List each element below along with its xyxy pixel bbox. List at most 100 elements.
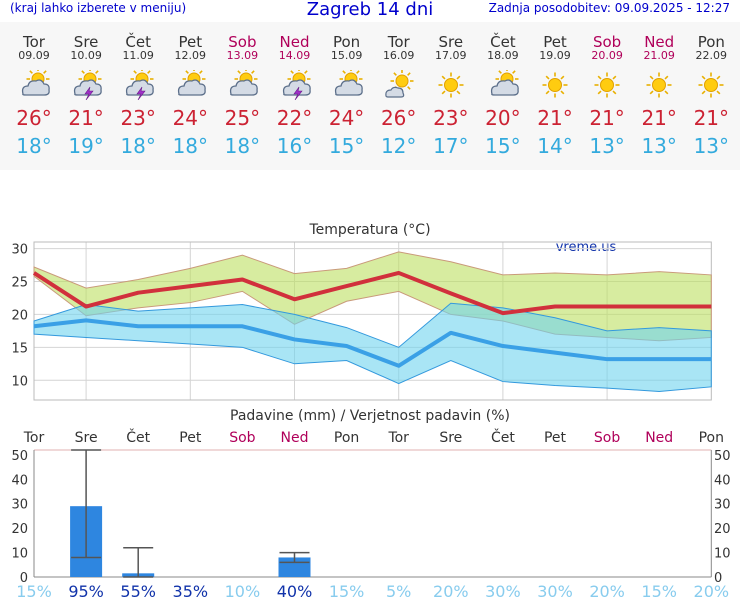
thunderstorm-icon: [112, 70, 164, 100]
forecast-day: Pet 19.09 21° 14°: [529, 22, 581, 158]
min-temp: 13°: [693, 134, 730, 158]
x-day-label: Sob: [229, 430, 255, 446]
page-title: Zagreb 14 dni: [306, 0, 434, 20]
sun-icon: [425, 70, 477, 100]
partly-cloudy-icon: [8, 70, 60, 100]
y-tick-label-left: 50: [11, 449, 28, 464]
precipitation-probability-label: 30%: [537, 582, 573, 600]
day-name: Pon: [697, 33, 725, 51]
day-name: Sre: [438, 33, 464, 51]
partly-cloudy-icon: [164, 70, 216, 100]
partly-cloudy-icon: [321, 70, 373, 100]
day-name: Pon: [332, 33, 361, 51]
day-date: 09.09: [18, 49, 50, 62]
forecast-day: Pon 15.09 24° 15°: [321, 22, 373, 158]
forecast-day: Ned 21.09 21° 13°: [633, 22, 685, 158]
y-tick-label: 10: [11, 374, 28, 389]
day-name: Sob: [228, 33, 257, 51]
min-temp: 13°: [641, 134, 677, 158]
day-name: Pet: [543, 33, 567, 51]
day-name: Sre: [73, 33, 99, 51]
day-date: 16.09: [382, 49, 415, 62]
day-name: Čet: [125, 33, 151, 51]
y-tick-label: 15: [11, 341, 28, 356]
sun-icon: [529, 70, 581, 100]
forecast-day: Sre 17.09 23° 17°: [425, 22, 477, 158]
x-day-label: Pon: [699, 430, 724, 446]
min-temp: 18°: [120, 134, 156, 158]
x-day-label: Sob: [594, 430, 620, 446]
precipitation-probability-label: 20%: [433, 582, 469, 600]
forecast-day: Ned 14.09 22° 16°: [269, 22, 321, 158]
mostly-sunny-icon: [373, 70, 425, 100]
thunderstorm-icon: [60, 70, 112, 100]
max-temp: 26°: [380, 106, 417, 130]
day-date: 13.09: [226, 49, 259, 62]
day-date: 12.09: [174, 49, 207, 62]
day-date: 20.09: [591, 49, 623, 62]
min-temp-line: [33, 318, 712, 368]
precipitation-probability-label: 30%: [485, 582, 521, 600]
forecast-day: Čet 18.09 20° 15°: [477, 22, 529, 158]
precipitation-probability-label: 15%: [16, 582, 52, 600]
max-temp: 23°: [120, 106, 156, 130]
day-date: 18.09: [487, 49, 519, 62]
max-temp: 23°: [433, 106, 469, 130]
max-temp-line: [32, 270, 712, 316]
day-date: 14.09: [278, 49, 311, 62]
partly-cloudy-icon: [477, 70, 529, 100]
precipitation-probability-label: 15%: [329, 582, 365, 600]
sun-icon: [581, 70, 633, 100]
day-name: Pet: [178, 33, 203, 51]
day-name: Ned: [644, 33, 675, 51]
region-hint-link[interactable]: (kraj lahko izberete v meniju): [10, 1, 187, 15]
precipitation-probability-label: 15%: [641, 582, 677, 600]
max-temp: 24°: [172, 106, 209, 130]
max-temp: 22°: [276, 106, 313, 130]
sun-icon: [633, 70, 685, 100]
max-temp: 21°: [68, 106, 104, 130]
day-date: 10.09: [70, 49, 102, 62]
y-tick-label-left: 40: [11, 473, 28, 488]
max-temp: 21°: [537, 106, 573, 130]
min-temp: 16°: [276, 134, 313, 158]
y-tick-label-left: 0: [20, 571, 28, 586]
x-day-label: Pet: [544, 430, 567, 446]
day-date: 22.09: [695, 49, 728, 62]
y-tick-label-right: 40: [714, 473, 731, 488]
precipitation-probability-label: 35%: [173, 582, 209, 600]
header: (kraj lahko izberete v meniju) Zagreb 14…: [0, 0, 740, 22]
partly-cloudy-icon: [216, 70, 268, 100]
watermark-label: vreme.us: [556, 240, 617, 255]
x-day-label: Ned: [281, 430, 309, 446]
forecast-day: Sob 13.09 25° 18°: [216, 22, 268, 158]
x-day-label: Sre: [75, 430, 98, 446]
day-name: Čet: [490, 33, 516, 51]
precipitation-probability-label: 40%: [277, 582, 313, 600]
precipitation-chart-title: Padavine (mm) / Verjetnost padavin (%): [230, 408, 510, 424]
forecast-charts: Temperatura (°C) vreme.us 10 15 20 25 30 Padavi…: [11, 222, 731, 600]
thunderstorm-icon: [269, 70, 321, 100]
min-temp: 18°: [172, 134, 209, 158]
x-day-label: Sre: [439, 430, 462, 446]
max-temp: 21°: [641, 106, 677, 130]
y-tick-label-left: 20: [11, 522, 28, 537]
forecast-day: Sob 20.09 21° 13°: [581, 22, 633, 158]
precipitation-probability-label: 95%: [68, 582, 104, 600]
min-temp: 18°: [224, 134, 261, 158]
min-temp: 18°: [16, 134, 52, 158]
y-tick-label-left: 30: [11, 498, 28, 513]
min-temp: 15°: [485, 134, 521, 158]
precipitation-probability-label: 20%: [694, 582, 730, 600]
sun-icon: [685, 70, 737, 100]
min-temp: 13°: [589, 134, 625, 158]
day-date: 15.09: [330, 49, 363, 62]
y-tick-label: 30: [11, 243, 28, 258]
day-name: Tor: [387, 33, 410, 51]
max-temp: 21°: [589, 106, 625, 130]
max-temp: 21°: [693, 106, 730, 130]
day-date: 19.09: [539, 49, 571, 62]
y-tick-label-left: 10: [11, 547, 28, 562]
day-date: 11.09: [122, 49, 154, 62]
precipitation-probability-label: 10%: [225, 582, 261, 600]
